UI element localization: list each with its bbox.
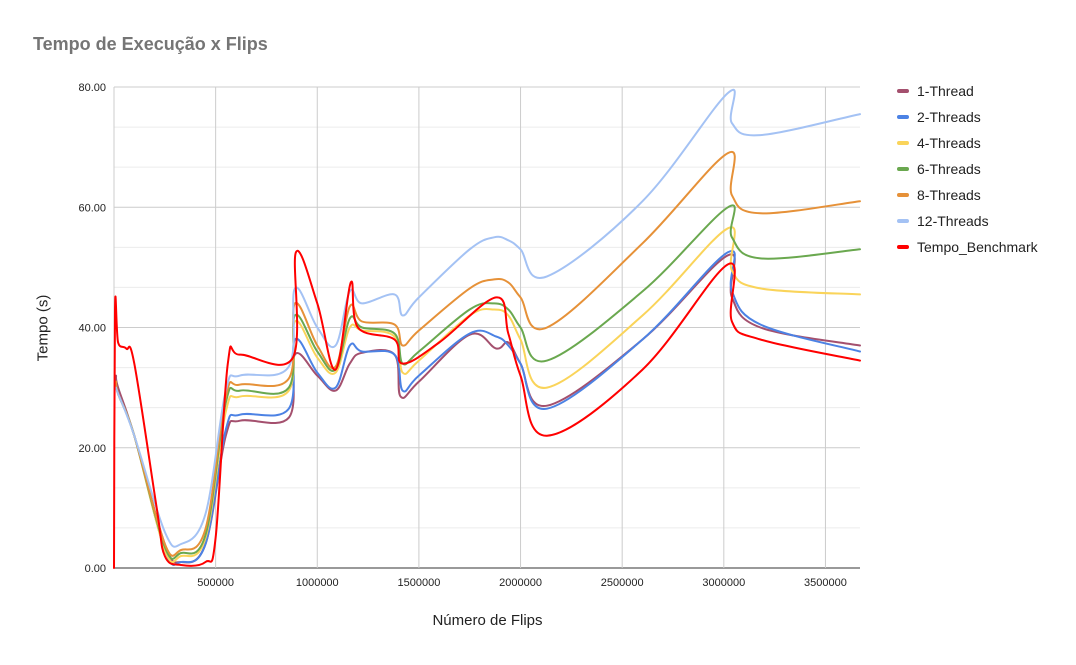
y-tick-label: 60.00: [78, 202, 106, 214]
y-tick-label: 40.00: [78, 323, 106, 335]
legend-item-8-threads: 8-Threads: [897, 182, 1038, 208]
legend-label: 12-Threads: [917, 213, 989, 229]
series-line-12-threads: [114, 89, 861, 548]
series-layer: [113, 89, 861, 569]
series-line-8-threads: [114, 150, 861, 557]
legend-swatch: [897, 193, 909, 197]
legend-label: 1-Thread: [917, 83, 974, 99]
tick-layer: 0.00 20.00 40.00 60.00 80.00 500000 1000000 150…: [78, 82, 846, 589]
x-tick-label: 1500000: [397, 577, 440, 589]
series-line-6-threads: [114, 204, 861, 560]
grid-layer: [113, 86, 860, 569]
legend-item-tempo-benchmark: Tempo_Benchmark: [897, 234, 1038, 260]
series-line-4-threads: [114, 226, 861, 563]
y-tick-label: 80.00: [78, 82, 106, 94]
x-tick-label: 1000000: [296, 577, 339, 589]
legend-swatch: [897, 141, 909, 145]
y-tick-label: 20.00: [78, 443, 106, 455]
legend-label: 4-Threads: [917, 135, 981, 151]
y-tick-label: 0.00: [85, 563, 106, 575]
x-tick-label: 3500000: [804, 577, 847, 589]
series-line-tempo-benchmark: [113, 249, 861, 569]
legend-label: 6-Threads: [917, 161, 981, 177]
legend-item-2-threads: 2-Threads: [897, 104, 1038, 130]
x-tick-label: 500000: [197, 577, 234, 589]
legend-item-1-thread: 1-Thread: [897, 78, 1038, 104]
legend-label: Tempo_Benchmark: [917, 239, 1038, 255]
legend-item-6-threads: 6-Threads: [897, 156, 1038, 182]
x-tick-label: 3000000: [702, 577, 745, 589]
x-axis-label: Número de Flips: [432, 612, 543, 629]
legend-item-4-threads: 4-Threads: [897, 130, 1038, 156]
x-tick-label: 2500000: [601, 577, 644, 589]
legend-swatch: [897, 115, 909, 119]
legend-item-12-threads: 12-Threads: [897, 208, 1038, 234]
x-tick-label: 2000000: [499, 577, 542, 589]
legend-swatch: [897, 219, 909, 223]
legend-label: 2-Threads: [917, 109, 981, 125]
legend: 1-Thread 2-Threads 4-Threads 6-Threads 8-Thr…: [897, 78, 1038, 260]
y-axis-label: Tempo (s): [34, 294, 52, 362]
legend-swatch: [897, 89, 909, 93]
series-line-2-threads: [114, 249, 861, 566]
chart-title: Tempo de Execução x Flips: [33, 34, 268, 54]
legend-swatch: [897, 245, 909, 249]
legend-label: 8-Threads: [917, 187, 981, 203]
legend-swatch: [897, 167, 909, 171]
